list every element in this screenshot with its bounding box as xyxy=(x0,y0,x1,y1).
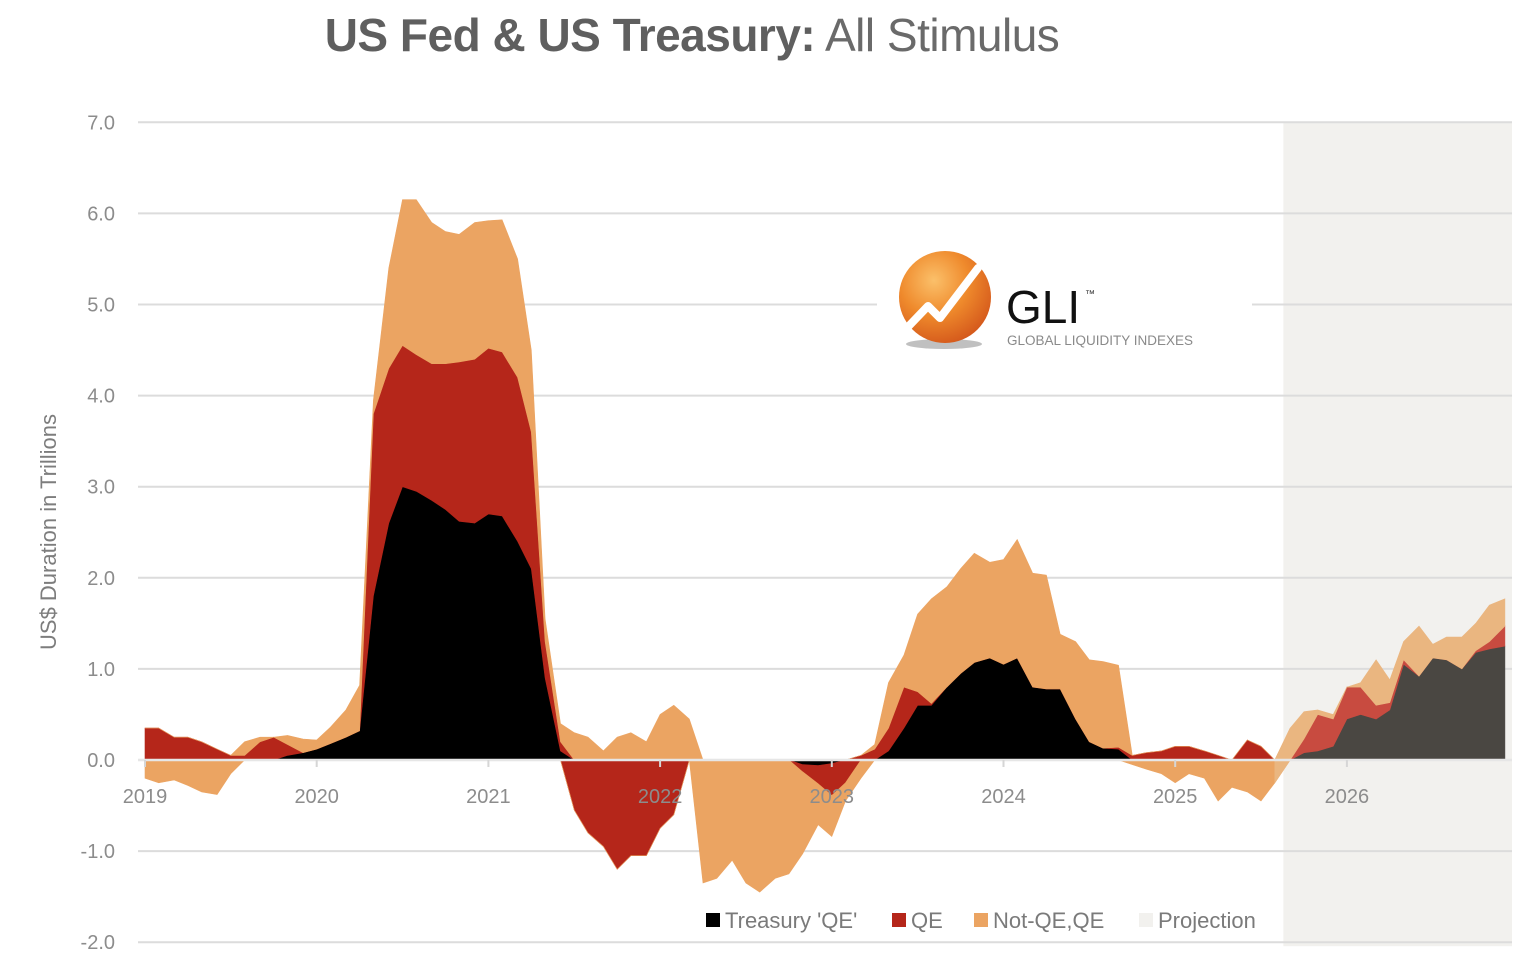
x-tick-label: 2022 xyxy=(638,786,683,808)
x-axis-ticks: 2019 2020 2021 2022 2023 2024 2025 2026 xyxy=(123,760,1369,808)
logo-trademark: ™ xyxy=(1085,289,1095,300)
chart-title-light: All Stimulus xyxy=(825,9,1060,61)
x-tick-label: 2019 xyxy=(123,786,168,808)
logo-shadow xyxy=(906,339,982,349)
area-not-qe-qe-positive-projection xyxy=(1274,598,1506,761)
y-axis-title: US$ Duration in Trillions xyxy=(36,414,61,650)
rising-chart-orb-icon xyxy=(899,251,991,343)
y-tick-label: -1.0 xyxy=(81,841,115,863)
y-tick-label: 6.0 xyxy=(87,203,115,225)
legend-label-projection: Projection xyxy=(1158,908,1256,933)
legend-swatch-projection xyxy=(1139,913,1153,927)
x-tick-label: 2025 xyxy=(1153,786,1198,808)
rising-arrow-icon xyxy=(901,264,982,334)
x-tick-label: 2020 xyxy=(294,786,339,808)
legend-label-treasury-qe: Treasury 'QE' xyxy=(725,908,857,933)
legend-swatch-qe xyxy=(892,913,906,927)
legend-label-qe: QE xyxy=(911,908,943,933)
x-tick-label: 2021 xyxy=(466,786,511,808)
y-tick-label: 7.0 xyxy=(87,112,115,134)
legend-swatch-not-qe-qe xyxy=(974,913,988,927)
y-tick-label: 2.0 xyxy=(87,568,115,590)
y-axis-ticks: 7.0 6.0 5.0 4.0 3.0 2.0 1.0 0.0 -1.0 -2.0 xyxy=(81,112,115,954)
logo-subtitle: GLOBAL LIQUIDITY INDEXES xyxy=(1007,333,1193,348)
chart-title-bold: US Fed & US Treasury: xyxy=(324,9,816,61)
stacked-areas xyxy=(144,199,1506,893)
legend: Treasury 'QE' QE Not-QE,QE Projection xyxy=(706,908,1256,933)
y-tick-label: 4.0 xyxy=(87,386,115,408)
legend-label-not-qe-qe: Not-QE,QE xyxy=(993,908,1104,933)
x-tick-label: 2024 xyxy=(981,786,1026,808)
y-tick-label: 1.0 xyxy=(87,659,115,681)
chart-title: US Fed & US Treasury: All Stimulus xyxy=(0,8,1384,62)
x-tick-label: 2023 xyxy=(810,786,855,808)
gli-logo: GLI ™ GLOBAL LIQUIDITY INDEXES xyxy=(877,250,1252,355)
y-tick-label: 3.0 xyxy=(87,477,115,499)
x-tick-label: 2026 xyxy=(1325,786,1370,808)
area-not-qe-qe-negative-actual xyxy=(144,759,1291,893)
legend-swatch-treasury-qe xyxy=(706,913,720,927)
y-tick-label: -2.0 xyxy=(81,932,115,954)
y-tick-label: 5.0 xyxy=(87,295,115,317)
logo-name: GLI xyxy=(1006,281,1080,333)
y-tick-label: 0.0 xyxy=(87,750,115,772)
projection-band xyxy=(1283,122,1512,947)
